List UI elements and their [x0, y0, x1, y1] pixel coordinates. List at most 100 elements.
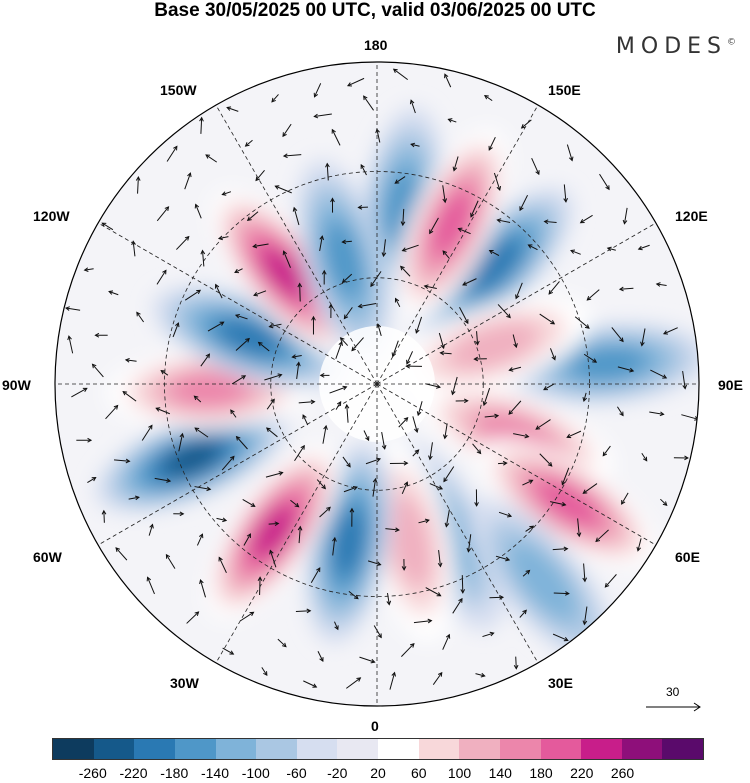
brand-name: MODES [615, 34, 727, 59]
wind-vector [156, 407, 171, 415]
wind-vector-head [357, 303, 363, 309]
meridian-line [376, 222, 657, 385]
map-border [54, 61, 700, 707]
wind-vector-head [401, 247, 407, 252]
wind-vector [292, 354, 302, 358]
wind-vector [216, 517, 227, 521]
colorbar-tick-label: 220 [570, 765, 594, 781]
wind-vector [385, 528, 399, 531]
wind-vector-head [83, 267, 89, 272]
wind-vector [310, 567, 321, 583]
wind-vector [525, 525, 534, 532]
wind-vector [137, 177, 139, 194]
wind-vector [156, 206, 169, 222]
wind-vector [484, 415, 499, 418]
wind-vector [583, 606, 588, 625]
lon-label-150w: 150W [160, 82, 197, 98]
colorbar-tick-label: 180 [529, 765, 553, 781]
wind-vector-head [319, 657, 324, 663]
wind-vector-head [566, 433, 572, 439]
wind-vector-head [377, 633, 382, 639]
wind-vector [269, 550, 277, 568]
wind-vector [266, 399, 275, 410]
wind-vector-head [101, 222, 107, 227]
wind-vector [543, 383, 555, 391]
colorbar-swatch [662, 739, 703, 759]
wind-vector-head [341, 278, 347, 284]
wind-vector-head [357, 204, 363, 210]
wind-vector-head [506, 313, 511, 319]
wind-vector [583, 563, 586, 582]
wind-vector [638, 244, 650, 250]
wind-vector [125, 359, 137, 362]
wind-vector [389, 672, 396, 690]
wind-vector-head [482, 401, 488, 407]
colorbar-tick-label: -140 [200, 765, 230, 781]
wind-vector-head [436, 592, 442, 597]
wind-vector-head [414, 449, 420, 455]
wind-vector-head [179, 511, 185, 517]
wind-vector [583, 353, 597, 363]
wind-vector [184, 172, 191, 190]
anomaly-contour [568, 346, 648, 382]
wind-vector [239, 611, 254, 622]
wind-vector-head [255, 176, 260, 182]
wind-vector [650, 369, 667, 379]
wind-vector [340, 337, 349, 346]
wind-vector-head [82, 387, 88, 392]
wind-vector [115, 547, 128, 561]
wind-vector-head [310, 399, 316, 405]
wind-vector [475, 673, 485, 677]
wind-vector-head [297, 282, 303, 288]
wind-vector-head [519, 206, 524, 212]
wind-vector [266, 427, 278, 438]
wind-vector [176, 236, 190, 250]
wind-vector-head [584, 324, 590, 329]
wind-vector-head [265, 427, 271, 432]
wind-vector-head [365, 436, 370, 442]
colorbar-tick-label: 260 [610, 765, 635, 781]
wind-vector-head [311, 315, 316, 321]
wind-vector [156, 270, 167, 285]
wind-vector [269, 323, 282, 328]
wind-vector [184, 289, 201, 301]
wind-vector [335, 401, 342, 410]
colorbar-swatch [540, 739, 582, 759]
wind-vector-head [543, 219, 549, 225]
wind-vector-head [155, 407, 161, 412]
lon-label-60e: 60E [675, 549, 700, 565]
wind-vector [611, 327, 624, 342]
wind-vector [370, 271, 382, 287]
wind-vector [264, 374, 282, 381]
wind-vector [539, 313, 555, 325]
wind-vector-head [196, 289, 202, 295]
wind-vector [275, 185, 292, 194]
wind-vector-head [222, 517, 228, 523]
wind-vector-head [257, 341, 263, 347]
wind-vector-head [296, 361, 301, 367]
wind-vector [539, 453, 553, 467]
wind-vector-head [423, 284, 429, 289]
wind-vector-head [252, 243, 258, 249]
wind-vector [218, 557, 227, 574]
wind-vector-head [392, 68, 398, 74]
meridian-line [97, 222, 378, 385]
wind-vector [470, 200, 479, 217]
wind-vector-head [637, 245, 643, 251]
wind-vector-head [394, 179, 400, 184]
lon-label-120w: 120W [33, 208, 70, 224]
wind-vector-head [332, 536, 337, 542]
colorbar-swatch [581, 739, 622, 759]
wind-vector-head [346, 462, 351, 468]
wind-vector-head [363, 95, 368, 101]
wind-vector-head [475, 340, 480, 346]
wind-vector-head [438, 485, 444, 490]
meridian-line [215, 383, 378, 664]
wind-vector-head [312, 683, 318, 688]
wind-vector-head [326, 506, 331, 512]
wind-vector-head [291, 354, 297, 359]
wind-vector-head [508, 410, 514, 415]
wind-vector [617, 366, 634, 372]
wind-vector-head [401, 566, 407, 571]
colorbar-swatch [215, 739, 257, 759]
